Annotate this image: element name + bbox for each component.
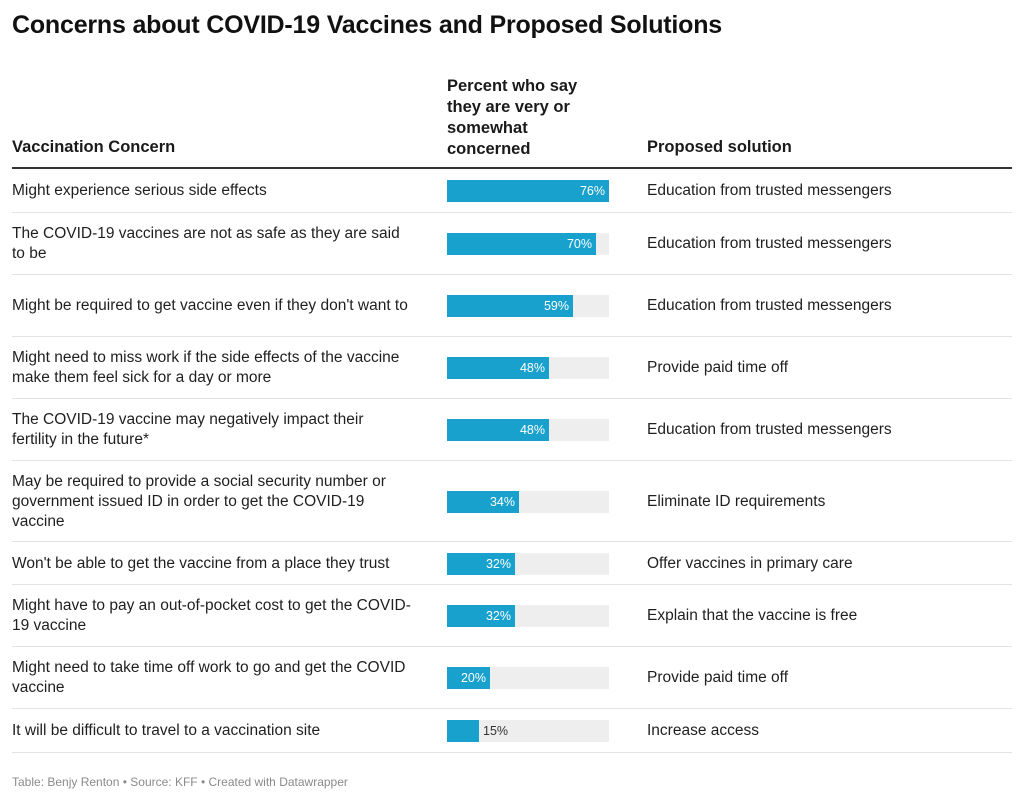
chart-footer: Table: Benjy Renton • Source: KFF • Crea…	[12, 775, 348, 789]
bar-track: 76%	[447, 180, 609, 202]
solution-cell: Education from trusted messengers	[647, 421, 892, 438]
concern-cell: Might experience serious side effects	[12, 182, 267, 199]
solution-cell: Education from trusted messengers	[647, 297, 892, 314]
table-row: Might need to take time off work to go a…	[12, 647, 1012, 709]
bar	[447, 605, 515, 627]
table-row: Won't be able to get the vaccine from a …	[12, 542, 1012, 585]
table-row: May be required to provide a social secu…	[12, 461, 1012, 542]
concern-cell: The COVID-19 vaccines are not as safe as…	[12, 225, 400, 262]
bar	[447, 667, 490, 689]
bar-value-label: 32%	[485, 609, 511, 623]
concern-cell: May be required to provide a social secu…	[12, 472, 386, 530]
concern-cell: It will be difficult to travel to a vacc…	[12, 722, 321, 739]
bar	[447, 233, 596, 255]
chart-title: Concerns about COVID-19 Vaccines and Pro…	[12, 11, 722, 39]
concern-cell: Might be required to get vaccine even if…	[12, 297, 408, 314]
bar	[447, 552, 515, 575]
bar-value-label: 70%	[566, 237, 592, 251]
concern-cell: Might need to take time off work to go a…	[12, 659, 406, 696]
bar	[447, 357, 549, 379]
bar	[447, 180, 609, 202]
solution-cell: Education from trusted messengers	[647, 182, 892, 199]
solution-cell: Education from trusted messengers	[647, 235, 892, 252]
table-row: The COVID-19 vaccines are not as safe as…	[12, 213, 1012, 275]
solution-cell: Offer vaccines in primary care	[647, 554, 853, 572]
bar-track: 32%	[447, 552, 609, 575]
table-row: Might need to miss work if the side effe…	[12, 337, 1012, 399]
solution-cell: Increase access	[647, 722, 759, 739]
header-divider	[12, 167, 1012, 169]
bar	[447, 720, 479, 742]
bar-value-label: 48%	[519, 361, 545, 375]
bar-value-label: 15%	[483, 724, 509, 738]
table-header: Vaccination Concern Percent who say they…	[0, 0, 1024, 170]
bar-track: 20%	[447, 667, 609, 689]
bar	[447, 419, 549, 441]
table-row: Might experience serious side effects 76%…	[12, 169, 1012, 213]
solution-cell: Provide paid time off	[647, 669, 789, 686]
bar-track: 32%	[447, 605, 609, 627]
column-header-percent: Percent who say they are very or somewha…	[447, 77, 578, 158]
concern-cell: Might have to pay an out-of-pocket cost …	[12, 597, 411, 634]
bar-value-label: 34%	[489, 494, 515, 509]
bar-track: 48%	[447, 357, 609, 379]
bar-track: 34%	[447, 490, 609, 513]
bar-track: 48%	[447, 419, 609, 441]
bar	[447, 295, 573, 317]
table-row: Might have to pay an out-of-pocket cost …	[12, 585, 1012, 647]
bar	[447, 490, 519, 513]
concern-cell: The COVID-19 vaccine may negatively impa…	[12, 411, 364, 448]
bar-value-label: 59%	[543, 299, 569, 313]
bar-track: 15%	[447, 720, 609, 742]
column-header-concern: Vaccination Concern	[12, 138, 176, 156]
concern-cell: Might need to miss work if the side effe…	[12, 349, 400, 386]
solution-cell: Explain that the vaccine is free	[647, 607, 858, 624]
bar-value-label: 20%	[460, 671, 486, 685]
solution-cell: Provide paid time off	[647, 359, 789, 376]
table-row: The COVID-19 vaccine may negatively impa…	[12, 399, 1012, 461]
bar-value-label: 76%	[579, 184, 605, 198]
bar-value-label: 32%	[485, 556, 511, 571]
table-row: It will be difficult to travel to a vacc…	[12, 709, 1012, 753]
solution-cell: Eliminate ID requirements	[647, 492, 826, 510]
concern-cell: Won't be able to get the vaccine from a …	[12, 554, 390, 572]
bar-track: 59%	[447, 295, 609, 317]
bar-value-label: 48%	[519, 423, 545, 437]
bar-track: 70%	[447, 233, 609, 255]
column-header-solution: Proposed solution	[647, 138, 792, 156]
table-row: Might be required to get vaccine even if…	[12, 275, 1012, 337]
